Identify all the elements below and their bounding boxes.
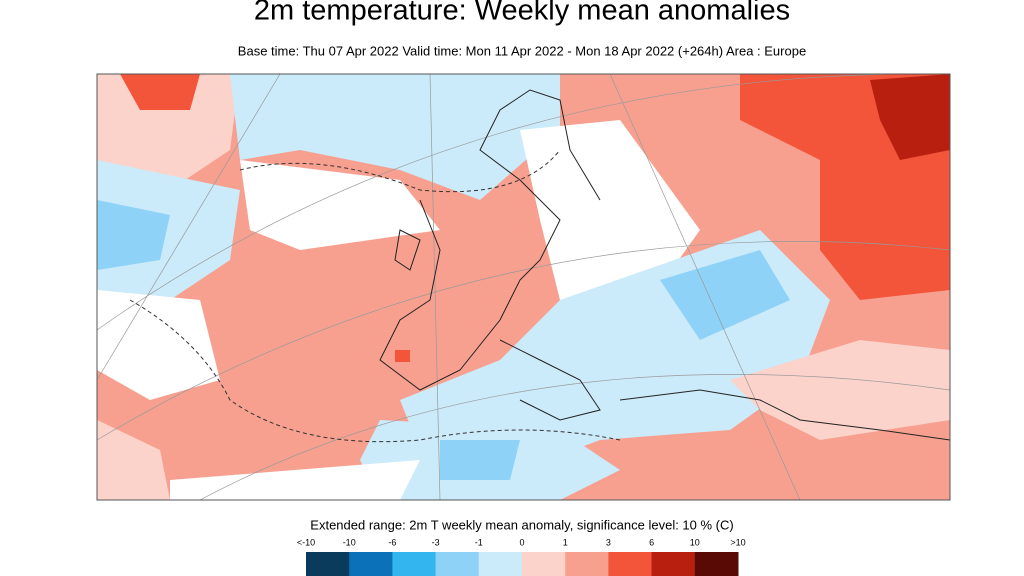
colorbar-swatch xyxy=(565,552,609,576)
colorbar-label: -6 xyxy=(388,537,396,547)
colorbar-label: 0 xyxy=(519,537,524,547)
colorbar-swatch xyxy=(392,552,437,576)
colorbar-swatch xyxy=(694,552,739,576)
title: 2m temperature: Weekly mean anomalies xyxy=(254,0,790,27)
colorbar-swatch xyxy=(608,552,653,576)
colorbar-label: 3 xyxy=(606,537,611,547)
colorbar-swatch xyxy=(478,552,523,576)
subtitle: Base time: Thu 07 Apr 2022 Valid time: M… xyxy=(238,43,806,58)
colorbar-label: 10 xyxy=(690,537,700,547)
colorbar-label: >10 xyxy=(730,537,745,547)
colorbar-swatch xyxy=(435,552,480,576)
colorbar-label: -3 xyxy=(432,537,440,547)
colorbar-swatch xyxy=(306,552,350,576)
map xyxy=(96,73,951,501)
colorbar: <-10 -10 -6 -3 -1 0 1 3 6 10 >10 xyxy=(297,537,746,576)
colorbar-swatch xyxy=(651,552,696,576)
colorbar-label: -1 xyxy=(475,537,483,547)
colorbar-label: 1 xyxy=(563,537,568,547)
colorbar-swatch xyxy=(522,552,566,576)
colorbar-label: 6 xyxy=(649,537,654,547)
legend-title: Extended range: 2m T weekly mean anomaly… xyxy=(310,517,733,532)
colorbar-label: -10 xyxy=(343,537,356,547)
colorbar-label: <-10 xyxy=(297,537,315,547)
colorbar-swatch xyxy=(349,552,393,576)
